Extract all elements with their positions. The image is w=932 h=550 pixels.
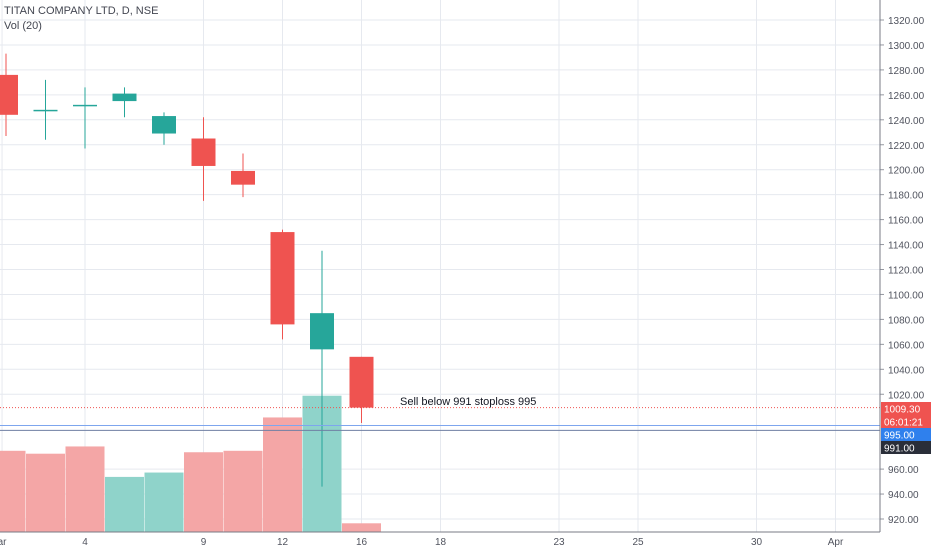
time-tick-label: 9 <box>201 537 207 548</box>
entry-label-bg <box>881 441 931 454</box>
volume-bar <box>65 446 105 532</box>
price-tick-label: 1300.00 <box>888 41 925 52</box>
price-tick-label: 1020.00 <box>888 390 925 401</box>
candle-body <box>310 313 334 350</box>
volume-bar <box>105 476 144 532</box>
price-tick-label: 1320.00 <box>888 16 925 27</box>
symbol-legend[interactable]: TITAN COMPANY LTD, D, NSE <box>4 5 159 17</box>
volume-bar <box>223 450 263 532</box>
time-tick-label: 4 <box>82 537 88 548</box>
volume-bar <box>26 453 65 532</box>
time-tick-label: Apr <box>828 537 844 548</box>
time-tick-label: 18 <box>435 537 447 548</box>
candle-body <box>0 74 18 115</box>
price-tick-label: 920.00 <box>888 515 919 526</box>
volume-bar <box>144 472 184 532</box>
price-tick-label: 940.00 <box>888 490 919 501</box>
last-price-label-bg <box>881 402 931 415</box>
last-price-label: 1009.30 <box>884 405 921 416</box>
time-tick-label: ar <box>0 537 7 548</box>
price-lines <box>0 407 880 431</box>
time-tick-label: 12 <box>277 537 289 548</box>
time-tick-label: 23 <box>553 537 565 548</box>
time-axis[interactable]: ar 4 9 12 16 18 23 25 30 Apr <box>0 531 880 548</box>
candle-body <box>349 356 374 408</box>
price-tick-label: 1260.00 <box>888 91 925 102</box>
candle-body <box>73 104 97 107</box>
price-tick-label: 1040.00 <box>888 365 925 376</box>
grid-lines <box>0 0 880 532</box>
volume-bar <box>0 450 26 532</box>
volume-bar <box>263 417 302 532</box>
candle-body <box>33 109 58 112</box>
price-tick-label: 1060.00 <box>888 340 925 351</box>
candle-body <box>152 116 176 134</box>
price-tick-label: 1100.00 <box>888 290 924 301</box>
time-tick-label: 25 <box>632 537 644 548</box>
countdown-label: 06:01:21 <box>884 418 923 429</box>
volume-legend[interactable]: Vol (20) <box>4 20 42 32</box>
price-tick-label: 1160.00 <box>888 216 924 227</box>
price-tick-label: 960.00 <box>888 465 919 476</box>
candle-body <box>112 93 137 102</box>
price-tick-label: 1140.00 <box>888 241 924 252</box>
volume-bar <box>184 452 223 532</box>
candle-body <box>231 170 255 185</box>
price-tick-label: 1180.00 <box>888 191 924 202</box>
time-tick-label: 16 <box>356 537 368 548</box>
price-labels: 1009.30 06:01:21 995.00 991.00 <box>881 402 931 455</box>
trade-note-annotation: Sell below 991 stoploss 995 <box>400 396 536 408</box>
price-tick-label: 1080.00 <box>888 315 925 326</box>
price-tick-label: 1120.00 <box>888 266 924 277</box>
price-tick-label: 1200.00 <box>888 166 925 177</box>
stoploss-label: 995.00 <box>884 431 915 442</box>
stoploss-label-bg <box>881 428 931 441</box>
entry-label: 991.00 <box>884 444 915 455</box>
price-tick-label: 1280.00 <box>888 66 925 77</box>
candles <box>0 53 374 487</box>
volume-bar <box>342 523 381 532</box>
countdown-label-bg <box>881 415 931 428</box>
volume-bars <box>0 395 381 532</box>
price-tick-label: 1240.00 <box>888 116 925 127</box>
time-tick-label: 30 <box>751 537 763 548</box>
price-axis[interactable]: 920.00 940.00 960.00 1020.00 1040.00 1060.00 1… <box>879 0 925 532</box>
candle-body <box>191 138 216 166</box>
candle-body <box>270 232 295 325</box>
price-tick-label: 1220.00 <box>888 141 925 152</box>
